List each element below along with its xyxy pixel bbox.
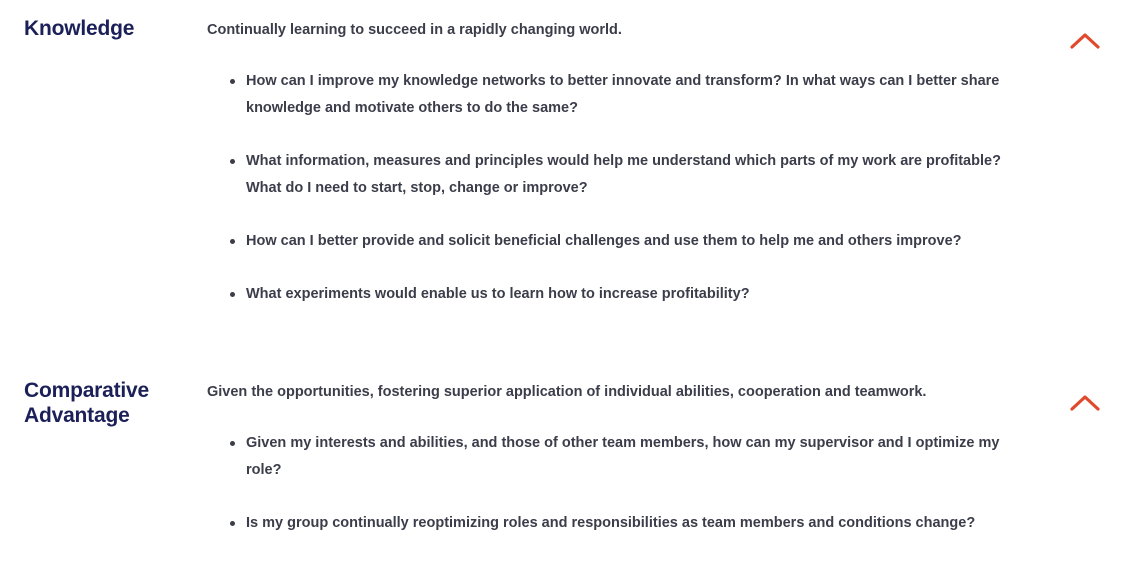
collapse-toggle-button[interactable] [1068,390,1102,414]
question-text: Is my group continually reoptimizing rol… [246,515,976,531]
bullet-icon [230,239,235,244]
collapse-toggle-button[interactable] [1068,28,1102,52]
section-intro: Given the opportunities, fostering super… [207,384,927,400]
question-list: How can I improve my knowledge networks … [228,68,1018,334]
section-intro: Continually learning to succeed in a rap… [207,22,622,38]
bullet-icon [230,292,235,297]
question-text: What experiments would enable us to lear… [246,286,750,302]
list-item: What experiments would enable us to lear… [228,281,1018,308]
list-item: How can I better provide and solicit ben… [228,228,1018,255]
list-item: What information, measures and principle… [228,148,1018,202]
bullet-icon [230,521,235,526]
bullet-icon [230,159,235,164]
question-list: Given my interests and abilities, and th… [228,430,1018,563]
question-text: How can I improve my knowledge networks … [246,73,1000,116]
section-title: Comparative Advantage [24,379,150,427]
chevron-up-icon [1070,395,1100,411]
bullet-icon [230,441,235,446]
question-text: Given my interests and abilities, and th… [246,435,1000,478]
list-item: How can I improve my knowledge networks … [228,68,1018,122]
bullet-icon [230,79,235,84]
list-item: Given my interests and abilities, and th… [228,430,1018,484]
section-title: Knowledge [24,17,135,40]
question-text: What information, measures and principle… [246,153,1001,196]
list-item: Is my group continually reoptimizing rol… [228,510,1018,537]
question-text: How can I better provide and solicit ben… [246,233,962,249]
chevron-up-icon [1070,33,1100,49]
